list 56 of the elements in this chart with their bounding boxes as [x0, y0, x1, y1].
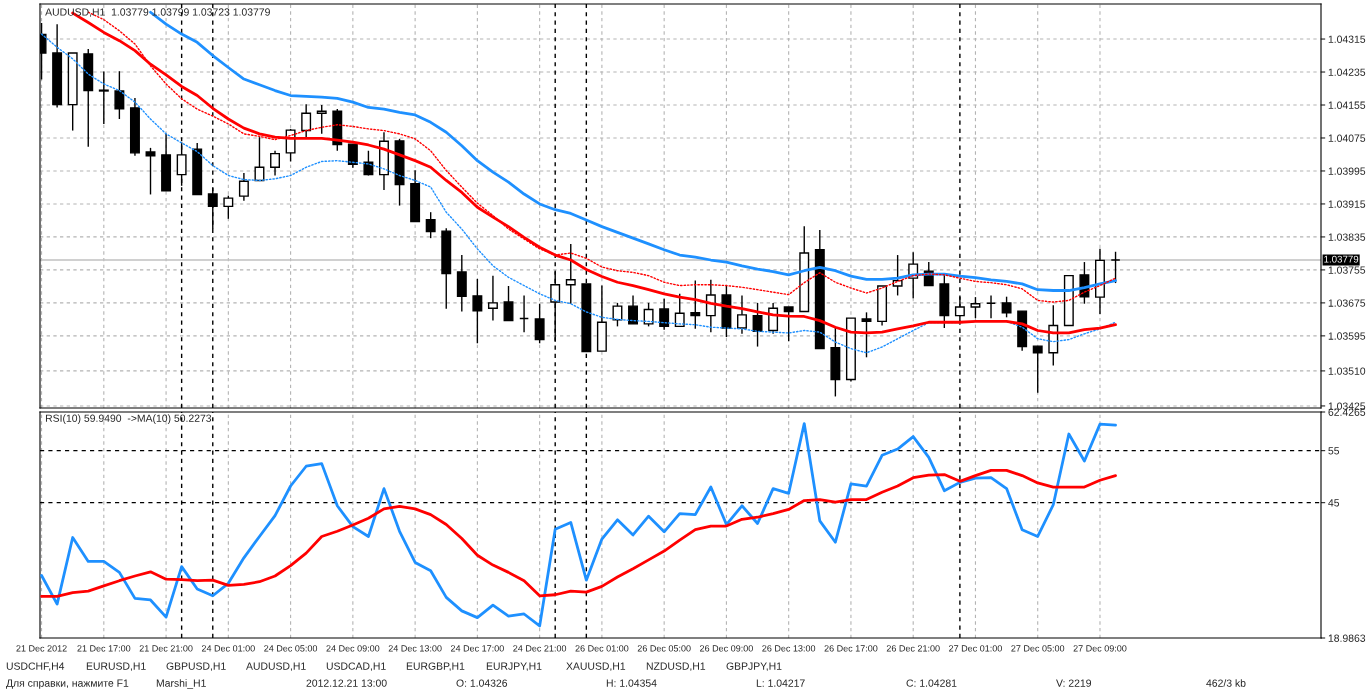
x-tick-label: 24 Dec 17:00: [450, 645, 504, 652]
x-tick-label: 26 Dec 21:00: [886, 645, 940, 652]
y-tick-label: 1.04235: [1328, 68, 1366, 76]
text: EURJPY,H1: [486, 662, 542, 672]
y-tick-label: 55: [1328, 447, 1340, 455]
text: XAUUSD,H1: [566, 662, 626, 672]
y-tick-label: 1.03675: [1328, 299, 1366, 307]
y-tick-label: 1.04315: [1328, 35, 1366, 43]
text: O: 1.04326: [456, 679, 508, 687]
text: H: 1.04354: [606, 679, 657, 687]
x-tick-label: 21 Dec 21:00: [139, 645, 193, 652]
text: GBPUSD,H1: [166, 662, 226, 672]
x-tick-label: 24 Dec 13:00: [388, 645, 442, 652]
text: Для справки, нажмите F1: [6, 679, 129, 689]
y-tick-label: 62.4265: [1328, 408, 1366, 416]
y-tick-label: 45: [1328, 499, 1340, 507]
x-tick-label: 21 Dec 17:00: [77, 645, 131, 652]
chart-title: AUDUSD,H1 1.03779 1.03799 1.03723 1.03779: [45, 8, 270, 17]
text: EURGBP,H1: [406, 662, 465, 672]
text: AUDUSD,H1: [246, 662, 306, 672]
y-tick-label: 1.04075: [1328, 134, 1366, 142]
x-tick-label: 26 Dec 17:00: [824, 645, 878, 652]
x-tick-label: 26 Dec 05:00: [637, 645, 691, 652]
y-tick-label: 1.03755: [1328, 266, 1366, 274]
y-tick-label: 18.9863: [1328, 634, 1366, 642]
x-tick-label: 26 Dec 13:00: [762, 645, 816, 652]
text: GBPJPY,H1: [726, 662, 782, 672]
y-tick-label: 1.03835: [1328, 233, 1366, 241]
x-tick-label: 24 Dec 21:00: [513, 645, 567, 652]
text: NZDUSD,H1: [646, 662, 706, 672]
text: L: 1.04217: [756, 679, 805, 687]
y-tick-label: 1.03595: [1328, 332, 1366, 340]
x-tick-label: 27 Dec 09:00: [1073, 645, 1127, 652]
text: EURUSD,H1: [86, 662, 146, 672]
y-tick-label: 1.04155: [1328, 101, 1366, 109]
x-tick-label: 27 Dec 05:00: [1011, 645, 1065, 652]
chart-title: RSI(10) 59.9490 ->MA(10) 50.2273: [45, 414, 212, 424]
y-tick-label: 1.03915: [1328, 200, 1366, 208]
text: V: 2219: [1056, 679, 1092, 687]
y-tick-label: 1.03425: [1328, 402, 1366, 410]
x-tick-label: 24 Dec 09:00: [326, 645, 380, 652]
x-tick-label: 24 Dec 01:00: [201, 645, 255, 652]
text: C: 1.04281: [906, 679, 957, 687]
y-tick-label: 1.03995: [1328, 167, 1366, 175]
text: USDCHF,H4: [6, 662, 65, 672]
x-tick-label: 24 Dec 05:00: [264, 645, 318, 652]
text: USDCAD,H1: [326, 662, 386, 672]
x-tick-label: 27 Dec 01:00: [949, 645, 1002, 652]
y-tick-label: 1.03510: [1328, 367, 1366, 375]
text: 2012.12.21 13:00: [306, 679, 387, 687]
x-tick-label: 26 Dec 09:00: [700, 645, 753, 652]
ref-line-label: 1.03779: [1324, 255, 1359, 263]
text: 462/3 kb: [1206, 679, 1246, 687]
x-tick-label: 21 Dec 2012: [16, 645, 67, 652]
text: Marshi_H1: [156, 679, 206, 689]
x-tick-label: 26 Dec 01:00: [575, 645, 629, 652]
